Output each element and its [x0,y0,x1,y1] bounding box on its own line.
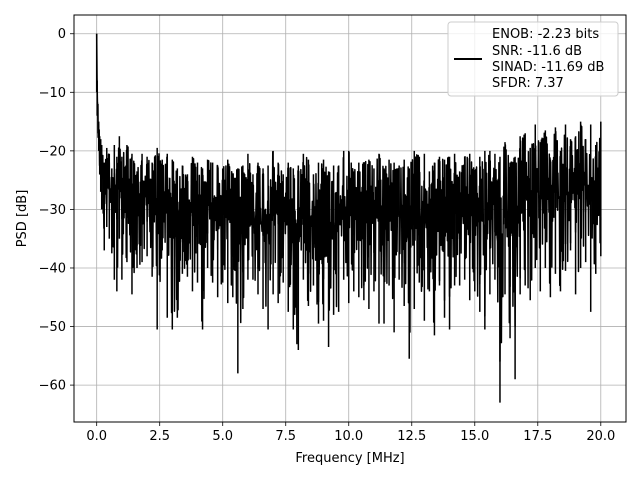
x-tick-label: 20.0 [586,429,615,444]
legend-entry: SINAD: -11.69 dB [492,60,604,75]
y-tick-label: 0 [58,27,66,42]
x-tick-label: 17.5 [523,429,552,444]
x-tick-label: 2.5 [149,429,170,444]
x-tick-label: 7.5 [275,429,296,444]
y-tick-label: −10 [39,86,66,101]
legend: ENOB: -2.23 bits SNR: -11.6 dB SINAD: -1… [447,21,619,97]
legend-entry: SFDR: 7.37 [492,76,564,91]
y-tick-label: −20 [39,144,66,159]
data-series [95,33,602,403]
y-axis-label: PSD [dB] [15,190,30,248]
y-tick-label: −60 [39,379,66,394]
x-axis-label: Frequency [MHz] [295,451,404,466]
y-tick-label: −30 [39,203,66,218]
x-tick-label: 15.0 [460,429,489,444]
y-tick-label: −50 [39,320,66,335]
x-tick-label: 12.5 [397,429,426,444]
legend-entry: ENOB: -2.23 bits [492,27,599,42]
plot-frame [73,14,627,423]
legend-box [447,21,619,97]
axis-ticks: 0.0 2.5 5.0 7.5 10.0 12.5 15.0 17.5 20.0 0 −10 −20 −… [39,27,616,444]
y-tick-label: −40 [39,261,66,276]
x-tick-label: 5.0 [212,429,233,444]
legend-entry: SNR: -11.6 dB [492,44,582,59]
x-tick-label: 0.0 [86,429,107,444]
x-tick-label: 10.0 [334,429,363,444]
